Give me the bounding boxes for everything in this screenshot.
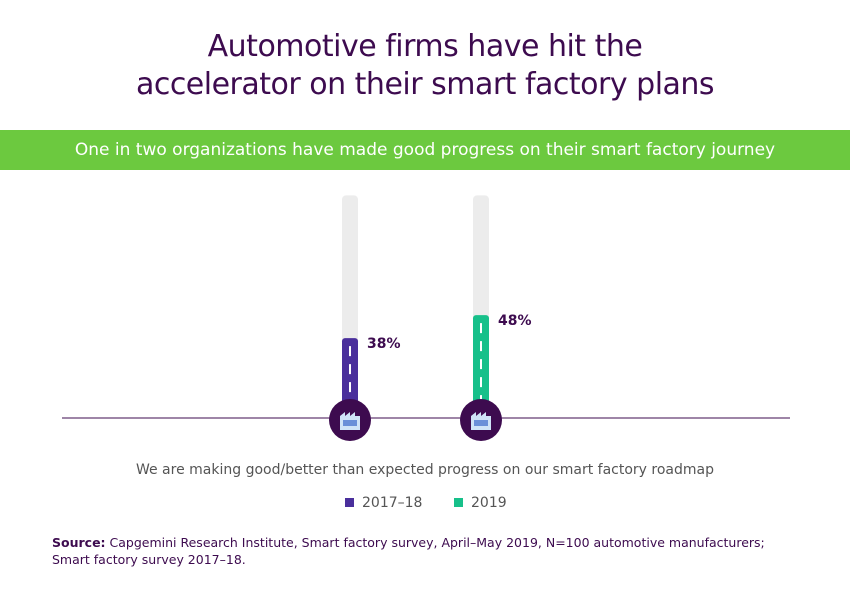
- value-label: 38%: [367, 336, 401, 352]
- legend-label: 2019: [471, 495, 507, 511]
- source-label: Source:: [52, 535, 106, 550]
- source-note: Source: Capgemini Research Institute, Sm…: [52, 534, 792, 568]
- source-text: Capgemini Research Institute, Smart fact…: [52, 535, 765, 567]
- x-axis-label: We are making good/better than expected …: [136, 462, 714, 478]
- banner: [0, 130, 850, 170]
- chart-subtitle: One in two organizations have made good …: [74, 140, 776, 160]
- factory-icon: [471, 412, 491, 430]
- factory-window: [474, 420, 488, 426]
- value-label: 48%: [498, 313, 532, 329]
- legend-swatch: [454, 498, 463, 507]
- legend-swatch: [345, 498, 354, 507]
- legend-label: 2017–18: [362, 495, 422, 511]
- factory-window: [343, 420, 357, 426]
- factory-icon: [340, 412, 360, 430]
- chart-title: Automotive firms have hit the accelerato…: [135, 29, 715, 102]
